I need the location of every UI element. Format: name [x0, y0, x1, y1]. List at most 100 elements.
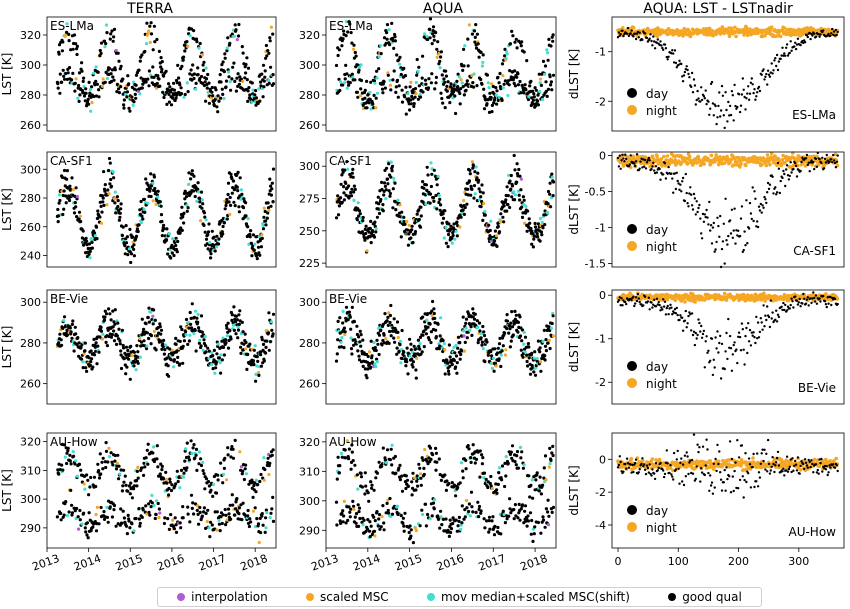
data-point-day: [662, 173, 665, 176]
data-point-day: [637, 36, 640, 39]
data-point: [231, 323, 236, 327]
data-point: [226, 70, 231, 74]
data-point: [254, 372, 258, 376]
data-point: [447, 343, 451, 347]
data-point: [79, 219, 83, 224]
data-point: [266, 49, 270, 53]
data-point: [122, 103, 126, 107]
data-point: [395, 78, 400, 82]
data-point: [119, 85, 123, 89]
data-point: [122, 98, 126, 102]
data-point: [398, 62, 402, 66]
data-point: [489, 219, 493, 223]
data-point: [385, 319, 389, 323]
data-point: [364, 373, 368, 377]
data-point-day: [730, 369, 734, 372]
data-point: [345, 72, 349, 76]
data-point: [551, 33, 555, 37]
data-point-day: [719, 109, 723, 112]
data-point: [160, 234, 164, 238]
data-point: [426, 325, 430, 329]
data-point: [441, 212, 445, 216]
data-point: [446, 245, 450, 249]
data-point: [244, 347, 248, 351]
data-point-day: [832, 153, 835, 157]
data-point-day: [717, 224, 720, 228]
data-point-day: [730, 208, 734, 211]
data-point-day: [752, 219, 755, 223]
data-point: [96, 209, 100, 213]
data-point-day: [634, 302, 637, 305]
data-point: [71, 47, 75, 51]
data-point-day: [756, 321, 760, 324]
data-point-day: [692, 330, 696, 333]
data-point: [358, 340, 362, 344]
data-point: [56, 220, 60, 224]
data-point: [431, 196, 436, 200]
data-point: [251, 88, 255, 92]
data-point: [512, 81, 516, 85]
data-point: [258, 253, 262, 257]
data-point-day: [686, 202, 689, 205]
data-point: [481, 347, 485, 351]
data-point: [167, 374, 171, 378]
data-point: [405, 346, 409, 350]
data-point-day: [813, 167, 816, 171]
data-point: [139, 76, 143, 80]
data-point: [225, 197, 229, 202]
data-point: [386, 73, 390, 77]
data-point: [126, 74, 130, 78]
data-point-day: [735, 229, 738, 232]
data-point: [77, 210, 82, 214]
data-point: [235, 185, 239, 189]
data-point-day: [647, 296, 650, 299]
data-point: [109, 318, 113, 322]
data-point: [87, 242, 92, 246]
data-point: [462, 349, 466, 353]
data-point: [551, 314, 555, 318]
data-point: [254, 89, 258, 93]
data-point: [342, 198, 346, 202]
data-point: [503, 54, 507, 58]
data-point-night: [722, 161, 727, 165]
data-point: [72, 349, 76, 353]
data-point: [396, 95, 400, 99]
data-point: [172, 253, 176, 258]
data-point: [203, 334, 207, 339]
data-point: [222, 96, 226, 101]
data-point: [77, 341, 81, 345]
data-point: [124, 241, 129, 245]
data-point: [459, 87, 463, 91]
data-point: [387, 28, 391, 32]
data-point: [62, 207, 66, 211]
data-point: [347, 184, 351, 188]
data-point-night: [833, 152, 838, 157]
data-point: [240, 320, 244, 324]
data-point-day: [667, 165, 670, 169]
data-point: [522, 330, 526, 334]
data-point: [388, 191, 392, 196]
data-point: [267, 51, 271, 55]
data-point: [503, 200, 507, 204]
data-point: [351, 175, 355, 179]
data-point: [399, 361, 403, 365]
data-point: [436, 322, 440, 326]
data-point: [162, 74, 166, 78]
data-point-day: [666, 58, 669, 61]
data-point-night: [736, 155, 741, 160]
data-point-day: [777, 167, 781, 170]
data-point: [105, 30, 109, 35]
data-point: [390, 21, 394, 25]
data-point: [270, 181, 274, 185]
data-point-day: [801, 39, 804, 43]
data-point-day: [691, 333, 695, 337]
data-point-day: [664, 47, 668, 50]
data-point-day: [623, 160, 626, 163]
data-point: [89, 349, 93, 353]
data-point: [199, 314, 204, 318]
data-point: [233, 79, 237, 83]
data-point-day: [753, 88, 756, 91]
data-point: [501, 74, 505, 78]
data-point: [148, 24, 152, 28]
data-point: [202, 83, 206, 88]
